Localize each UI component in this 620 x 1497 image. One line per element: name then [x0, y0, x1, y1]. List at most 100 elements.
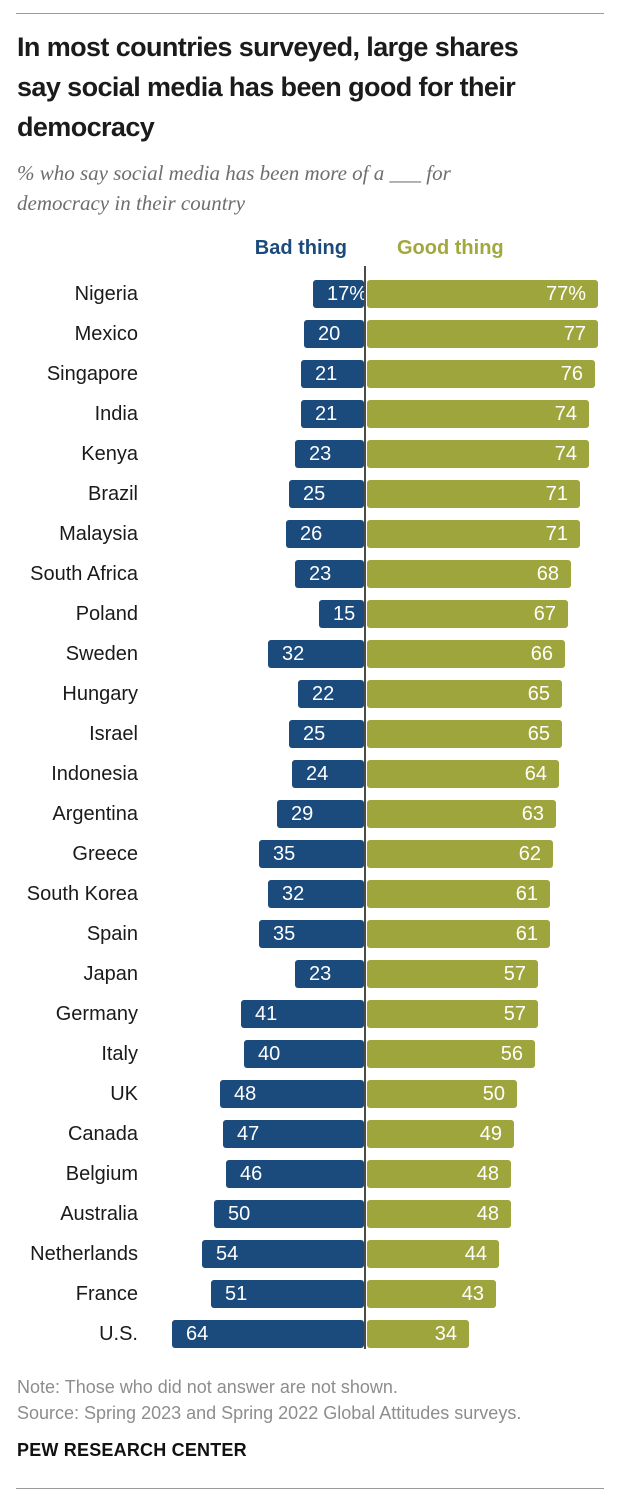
- bad-thing-value: 32: [282, 642, 305, 665]
- good-thing-bar: 66: [367, 640, 565, 668]
- good-thing-bar: 56: [367, 1040, 535, 1068]
- source-text: Source: Spring 2023 and Spring 2022 Glob…: [17, 1403, 522, 1423]
- good-thing-value: 44: [464, 1242, 487, 1265]
- bad-thing-bar: 35: [259, 840, 364, 868]
- bad-thing-value: 23: [309, 442, 332, 465]
- bad-thing-value: 48: [234, 1082, 257, 1105]
- good-thing-bar: 57: [367, 1000, 538, 1028]
- country-label: South Korea: [26, 883, 138, 905]
- bad-thing-bar: 32: [268, 640, 364, 668]
- bad-thing-value: 54: [216, 1242, 239, 1265]
- country-row: UK 48 50: [0, 1074, 620, 1114]
- country-label: Germany: [55, 1003, 138, 1025]
- bad-thing-bar: 47: [223, 1120, 364, 1148]
- bad-thing-value: 35: [273, 922, 296, 945]
- good-thing-value: 34: [434, 1322, 457, 1345]
- good-thing-value: 63: [521, 802, 544, 825]
- bad-thing-value: 29: [291, 802, 314, 825]
- bad-thing-value: 35: [273, 842, 296, 865]
- bad-thing-bar: 51: [211, 1280, 364, 1308]
- country-label: Nigeria: [74, 283, 138, 305]
- bad-thing-bar: 22: [298, 680, 364, 708]
- good-thing-bar: 50: [367, 1080, 517, 1108]
- good-thing-value: 77: [563, 322, 586, 345]
- bad-thing-value: 40: [258, 1042, 281, 1065]
- country-row: Belgium 46 48: [0, 1154, 620, 1194]
- country-label: France: [75, 1283, 138, 1305]
- note-text: Note: Those who did not answer are not s…: [17, 1377, 398, 1397]
- good-thing-bar: 43: [367, 1280, 496, 1308]
- bad-thing-value: 47: [237, 1122, 260, 1145]
- country-row: Australia 50 48: [0, 1194, 620, 1234]
- country-label: Malaysia: [59, 523, 138, 545]
- bad-thing-bar: 21: [301, 400, 364, 428]
- country-label: Kenya: [81, 443, 138, 465]
- good-thing-bar: 67: [367, 600, 568, 628]
- bad-thing-bar: 50: [214, 1200, 364, 1228]
- country-row: Brazil 25 71: [0, 474, 620, 514]
- bad-thing-value: 64: [186, 1322, 209, 1345]
- country-row: Kenya 23 74: [0, 434, 620, 474]
- bad-thing-value: 26: [300, 522, 323, 545]
- title-line-1: In most countries surveyed, large shares: [17, 32, 519, 62]
- bad-thing-value: 51: [225, 1282, 248, 1305]
- bad-thing-value: 21: [315, 362, 338, 385]
- legend-bad-thing: Bad thing: [254, 237, 347, 259]
- good-thing-value: 64: [524, 762, 547, 785]
- country-label: Brazil: [87, 483, 138, 505]
- country-row: Sweden 32 66: [0, 634, 620, 674]
- bad-thing-bar: 54: [202, 1240, 364, 1268]
- chart-rows: Nigeria 17% 77% Mexico 20 77 Singapore 2…: [0, 274, 620, 1354]
- country-label: Sweden: [65, 643, 138, 665]
- country-row: Mexico 20 77: [0, 314, 620, 354]
- good-thing-bar: 63: [367, 800, 556, 828]
- country-label: Italy: [101, 1043, 138, 1065]
- good-thing-bar: 76: [367, 360, 595, 388]
- good-thing-value: 56: [500, 1042, 523, 1065]
- good-thing-bar: 74: [367, 400, 589, 428]
- good-thing-bar: 71: [367, 480, 580, 508]
- bad-thing-bar: 23: [295, 960, 364, 988]
- good-thing-value: 71: [545, 482, 568, 505]
- good-thing-value: 57: [503, 1002, 526, 1025]
- good-thing-bar: 44: [367, 1240, 499, 1268]
- country-label: Japan: [83, 963, 139, 985]
- country-row: Italy 40 56: [0, 1034, 620, 1074]
- good-thing-value: 68: [536, 562, 559, 585]
- country-label: Singapore: [46, 363, 138, 385]
- good-thing-bar: 65: [367, 720, 562, 748]
- bad-thing-bar: 29: [277, 800, 364, 828]
- country-row: Nigeria 17% 77%: [0, 274, 620, 314]
- good-thing-bar: 68: [367, 560, 571, 588]
- country-label: Greece: [72, 843, 138, 865]
- bad-thing-bar: 24: [292, 760, 364, 788]
- country-row: Germany 41 57: [0, 994, 620, 1034]
- country-label: Australia: [60, 1203, 138, 1225]
- good-thing-value: 67: [533, 602, 556, 625]
- good-thing-bar: 77%: [367, 280, 598, 308]
- country-label: Mexico: [74, 323, 138, 345]
- country-row: South Africa 23 68: [0, 554, 620, 594]
- bad-thing-value: 25: [303, 482, 326, 505]
- bad-thing-value: 25: [303, 722, 326, 745]
- country-label: Argentina: [52, 803, 138, 825]
- bad-thing-bar: 48: [220, 1080, 364, 1108]
- good-thing-value: 74: [554, 402, 577, 425]
- good-thing-value: 65: [527, 682, 550, 705]
- bad-thing-bar: 40: [244, 1040, 364, 1068]
- good-thing-value: 76: [560, 362, 583, 385]
- country-row: Singapore 21 76: [0, 354, 620, 394]
- bad-thing-value: 20: [318, 322, 341, 345]
- good-thing-value: 74: [554, 442, 577, 465]
- country-label: Israel: [89, 723, 138, 745]
- good-thing-value: 65: [527, 722, 550, 745]
- good-thing-bar: 49: [367, 1120, 514, 1148]
- country-label: Hungary: [62, 683, 138, 705]
- bad-thing-value: 50: [228, 1202, 251, 1225]
- good-thing-bar: 61: [367, 920, 550, 948]
- country-row: Hungary 22 65: [0, 674, 620, 714]
- bad-thing-value: 15: [333, 602, 356, 625]
- title-line-2: say social media has been good for their: [17, 72, 516, 102]
- good-thing-value: 49: [479, 1122, 502, 1145]
